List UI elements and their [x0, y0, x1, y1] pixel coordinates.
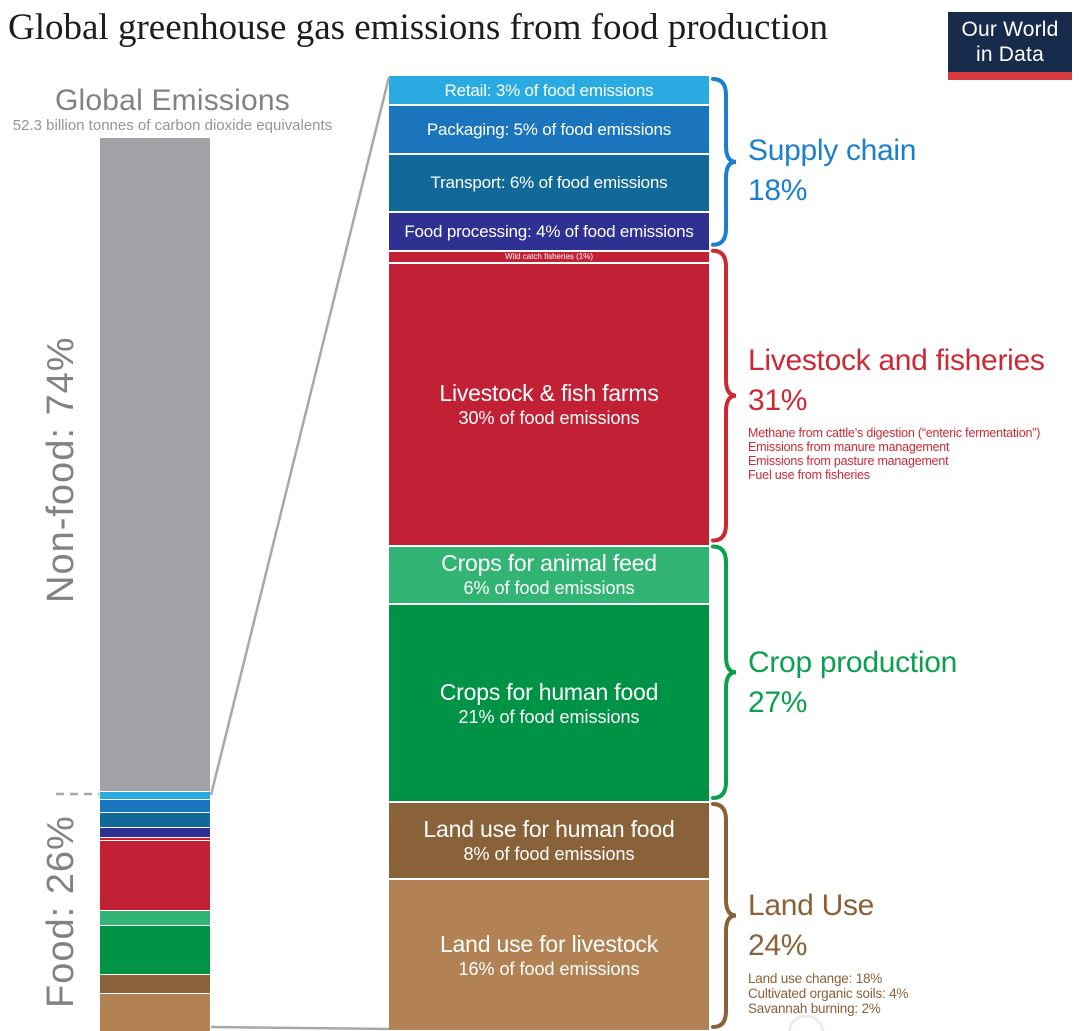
group-label-supply-chain: Supply chain 18% [748, 131, 1080, 211]
subline: Emissions from pasture management [748, 454, 949, 468]
segment-label: Retail: 3% of food emissions [444, 80, 654, 100]
owid-logo-box: Our World in Data [948, 12, 1072, 72]
group-label-crop-production: Crop production 27% [748, 643, 1080, 723]
owid-logo: Our World in Data [948, 12, 1072, 80]
group-heading: Land Use [748, 889, 875, 922]
mini-segment-land-use-human-food [100, 973, 210, 994]
mini-segment-packaging [100, 799, 210, 812]
group-pct: 31% [748, 384, 808, 417]
subline: Methane from cattle’s digestion (“enteri… [748, 426, 1041, 440]
global-emissions-bar [100, 138, 210, 1031]
segment-label: 30% of food emissions [458, 407, 640, 428]
mini-segment-land-use-livestock [100, 993, 210, 1031]
subline: Land use change: 18% [748, 971, 883, 986]
watermark-circle [787, 1014, 825, 1031]
segment-label: Crops for human food [439, 678, 659, 705]
segment-wild-catch-fisheries: Wild catch fisheries (1%) [389, 250, 709, 262]
brace-land-use [711, 802, 737, 1029]
subline: Cultivated organic soils: 4% [748, 986, 909, 1001]
group-heading: Livestock and fisheries [748, 344, 1045, 377]
brace-crop-production [711, 544, 737, 801]
owid-logo-line1: Our World [961, 18, 1059, 41]
segment-label: 16% of food emissions [458, 958, 640, 979]
segment-label: Land use for livestock [439, 930, 659, 957]
subline: Fuel use from fisheries [748, 468, 870, 482]
segment-label: 6% of food emissions [463, 578, 635, 599]
segment-label: Wild catch fisheries (1%) [504, 252, 594, 262]
group-label-livestock-and-fisheries: Livestock and fisheries 31% Methane from… [748, 341, 1080, 482]
segment-label: Crops for animal feed [441, 550, 657, 577]
segment-label: Transport: 6% of food emissions [430, 173, 668, 193]
mini-segment-livestock-fish-farms [100, 840, 210, 910]
group-pct: 24% [748, 929, 808, 962]
mini-segment-food-processing [100, 826, 210, 837]
segment-land-use-livestock: Land use for livestock 16% of food emissi… [389, 878, 709, 1030]
group-sublines: Land use change: 18% Cultivated organic … [748, 971, 1080, 1016]
segment-food-processing: Food processing: 4% of food emissions [389, 211, 709, 251]
global-emissions-subheading: 52.3 billion tonnes of carbon dioxide eq… [12, 117, 333, 134]
subline: Savannah burning: 2% [748, 1001, 881, 1016]
segment-retail: Retail: 3% of food emissions [389, 76, 709, 105]
mini-segment-crops-human-food [100, 924, 210, 974]
segment-crops-animal-feed: Crops for animal feed 6% of food emission… [389, 544, 709, 603]
segment-label: Food processing: 4% of food emissions [404, 222, 694, 242]
owid-logo-red-bar [948, 72, 1072, 80]
segment-label: Livestock & fish farms [439, 379, 659, 406]
group-sublines: Methane from cattle’s digestion (“enteri… [748, 426, 1080, 482]
segment-crops-human-food: Crops for human food 21% of food emission… [389, 602, 709, 802]
segment-label: Land use for human food [423, 816, 675, 843]
brace-livestock-and-fisheries [711, 248, 737, 543]
segment-livestock-fish-farms: Livestock & fish farms 30% of food emissi… [389, 261, 709, 545]
connector-line-top [209, 76, 391, 796]
brace-group [711, 77, 737, 1029]
segment-transport: Transport: 6% of food emissions [389, 152, 709, 212]
mini-segment-crops-animal-feed [100, 909, 210, 925]
segment-label: 21% of food emissions [458, 706, 640, 727]
page-title: Global greenhouse gas emissions from foo… [8, 7, 829, 48]
subline: Emissions from manure management [748, 440, 950, 454]
brace-supply-chain [711, 77, 737, 247]
food-emissions-bar: Retail: 3% of food emissions Packaging: 5… [389, 76, 709, 1030]
group-pct: 27% [748, 686, 808, 719]
mini-segment-transport [100, 811, 210, 827]
owid-logo-line2: in Data [976, 43, 1044, 66]
group-heading: Supply chain [748, 134, 917, 167]
mini-segment-retail [100, 791, 210, 800]
mini-segment-non-food [100, 138, 210, 792]
segment-packaging: Packaging: 5% of food emissions [389, 104, 709, 153]
non-food-axis-label: Non-food: 74% [40, 336, 82, 604]
segment-label: Packaging: 5% of food emissions [426, 119, 672, 139]
segment-label: 8% of food emissions [463, 844, 635, 865]
segment-land-use-human-food: Land use for human food 8% of food emissi… [389, 801, 709, 879]
group-label-land-use: Land Use 24% Land use change: 18% Cultiv… [748, 886, 1080, 1016]
global-emissions-heading: Global Emissions [55, 84, 290, 117]
mini-segment-wild-catch-fisheries [100, 836, 210, 841]
food-axis-label: Food: 26% [40, 815, 82, 1009]
group-pct: 18% [748, 174, 808, 207]
group-heading: Crop production [748, 646, 957, 679]
connector-line-bottom [210, 1025, 390, 1031]
